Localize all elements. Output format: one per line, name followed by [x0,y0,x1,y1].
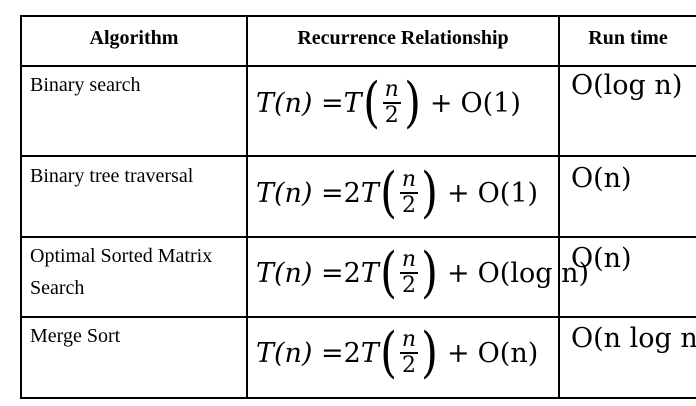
row-1-runtime: O(log n) [571,70,683,101]
row-3-runtime: O(n) [571,243,632,274]
row-1-name: Binary search [30,74,141,96]
header-runtime: Run time [588,26,668,49]
table-rule-bottom [20,397,696,399]
row-1-formula: T(n) = T(n 2) + O(1) [256,71,521,134]
row-4-formula: T(n) = 2 T(n 2) + O(n) [256,321,539,384]
row-2-runtime: O(n) [571,163,632,194]
row-2-name: Binary tree traversal [30,165,194,187]
table-rule-top [20,15,696,17]
row-4-runtime: O(n log n) [571,323,696,354]
row-4-name: Merge Sort [30,325,121,347]
table-rule-left [20,15,22,399]
table-rule-col2 [558,15,560,399]
table-rule-row1 [20,155,696,157]
table-rule-col1 [246,15,248,399]
table-rule-row2 [20,236,696,238]
header-algorithm: Algorithm [89,26,179,49]
row-3-formula: T(n) = 2 T(n 2) + O(log n) [256,241,590,304]
header-recurrence: Recurrence Relationship [297,26,509,49]
row-2-formula: T(n) = 2 T(n 2) + O(1) [256,161,539,224]
table-rule-row3 [20,316,696,318]
table-rule-header [20,65,696,67]
row-3-name: Optimal Sorted Matrix Search [30,245,213,299]
